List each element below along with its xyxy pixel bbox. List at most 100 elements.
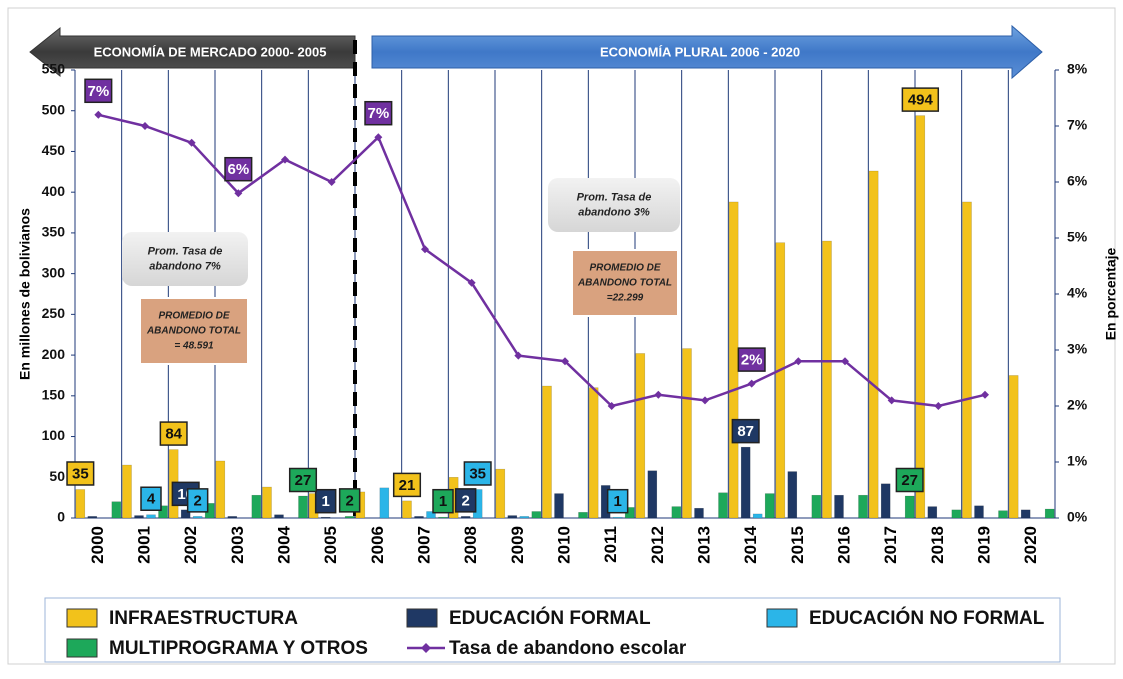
y2-tick-label: 7% bbox=[1067, 117, 1088, 133]
x-tick-label: 2009 bbox=[508, 526, 527, 564]
bar bbox=[402, 500, 412, 519]
period-arrow-right bbox=[371, 24, 1043, 80]
y2-tick-label: 4% bbox=[1067, 285, 1088, 301]
data-label: 2 bbox=[461, 492, 469, 509]
x-tick-label: 2001 bbox=[134, 526, 153, 564]
bar bbox=[728, 201, 739, 519]
bar bbox=[251, 494, 262, 519]
bar bbox=[1044, 508, 1055, 519]
annotation: abandono 7% bbox=[149, 260, 221, 272]
data-label-box bbox=[140, 486, 162, 511]
note-box bbox=[122, 232, 248, 286]
bar bbox=[519, 516, 530, 519]
bar bbox=[775, 242, 786, 519]
legend-label: EDUCACIÓN FORMAL bbox=[449, 607, 651, 629]
bar bbox=[495, 468, 506, 519]
data-label-box bbox=[432, 488, 454, 514]
bar bbox=[740, 446, 751, 519]
bar bbox=[998, 510, 1008, 519]
bar bbox=[192, 516, 203, 519]
line-point bbox=[141, 122, 149, 130]
annotation: Prom. Tasa de bbox=[577, 191, 652, 203]
bar bbox=[426, 511, 436, 519]
y-tick-label: 100 bbox=[42, 427, 66, 443]
y2-tick-label: 1% bbox=[1067, 453, 1088, 469]
bar bbox=[507, 515, 518, 519]
data-label: 494 bbox=[908, 92, 934, 109]
data-label-box bbox=[364, 100, 393, 126]
bar bbox=[227, 516, 238, 519]
note-box bbox=[571, 249, 679, 317]
bar bbox=[146, 514, 156, 519]
data-label: 7% bbox=[367, 105, 389, 122]
data-label-box bbox=[606, 488, 629, 514]
bar bbox=[298, 495, 308, 519]
bar bbox=[635, 353, 646, 519]
y-tick-label: 150 bbox=[42, 387, 66, 403]
bar bbox=[379, 487, 390, 519]
bar bbox=[111, 501, 122, 519]
y-tick-label: 550 bbox=[42, 61, 66, 77]
line-point bbox=[374, 133, 383, 142]
bar bbox=[134, 515, 144, 519]
x-tick-label: 2004 bbox=[274, 525, 293, 563]
y2-tick-label: 2% bbox=[1067, 397, 1088, 413]
x-tick-label: 2014 bbox=[741, 525, 760, 563]
bar bbox=[344, 516, 355, 519]
line-point bbox=[887, 396, 896, 405]
data-label-box bbox=[288, 467, 318, 493]
bar bbox=[554, 493, 564, 519]
bar bbox=[974, 505, 984, 519]
line-point bbox=[841, 357, 849, 366]
note-box bbox=[139, 297, 249, 365]
data-label: 1 bbox=[439, 493, 447, 510]
data-label: 87 bbox=[737, 423, 754, 440]
line-point bbox=[561, 357, 569, 366]
line-point bbox=[794, 357, 803, 366]
period-label: ECONOMÍA DE MERCADO 2000- 2005 bbox=[94, 44, 327, 59]
y-tick-label: 400 bbox=[42, 183, 66, 199]
bar bbox=[764, 493, 775, 519]
data-label-box bbox=[731, 418, 760, 444]
bar bbox=[320, 516, 331, 519]
bar bbox=[215, 460, 226, 519]
legend-label: Tasa de abandono escolar bbox=[449, 638, 687, 659]
y-tick-label: 300 bbox=[42, 264, 66, 280]
annotation: abandono 3% bbox=[578, 206, 650, 218]
bar bbox=[414, 516, 424, 519]
bar bbox=[122, 464, 132, 519]
data-label-box bbox=[66, 461, 95, 486]
legend-swatch bbox=[766, 608, 798, 628]
y-tick-label: 350 bbox=[42, 224, 66, 240]
y-tick-label: 450 bbox=[42, 142, 66, 158]
data-label: 7% bbox=[87, 83, 109, 100]
y2-tick-label: 8% bbox=[1067, 61, 1088, 77]
x-tick-label: 2000 bbox=[88, 526, 107, 564]
data-label-box bbox=[895, 467, 924, 493]
y-tick-label: 0 bbox=[57, 509, 65, 525]
bar bbox=[694, 507, 704, 519]
data-label-box bbox=[159, 421, 188, 446]
bar bbox=[718, 492, 728, 519]
bar bbox=[578, 512, 588, 519]
bar bbox=[671, 506, 682, 519]
x-tick-label: 2011 bbox=[601, 526, 620, 563]
data-label: 4 bbox=[147, 491, 156, 508]
annotation: =22.299 bbox=[607, 293, 644, 304]
data-label: 27 bbox=[295, 472, 312, 489]
legend-label: INFRAESTRUCTURA bbox=[109, 608, 298, 629]
x-tick-label: 2007 bbox=[414, 526, 433, 564]
y-tick-label: 200 bbox=[42, 346, 66, 362]
line-point bbox=[327, 178, 336, 186]
bar bbox=[951, 509, 962, 519]
annotation: ABANDONO TOTAL bbox=[146, 326, 241, 337]
bar bbox=[158, 505, 168, 519]
data-label: 21 bbox=[399, 477, 416, 494]
data-label-box bbox=[314, 488, 337, 514]
line-point bbox=[934, 402, 943, 410]
bar bbox=[531, 511, 542, 519]
x-tick-label: 2010 bbox=[554, 526, 573, 564]
line-point bbox=[607, 402, 616, 410]
data-label: 35 bbox=[469, 465, 486, 482]
data-label: 2 bbox=[193, 492, 201, 509]
